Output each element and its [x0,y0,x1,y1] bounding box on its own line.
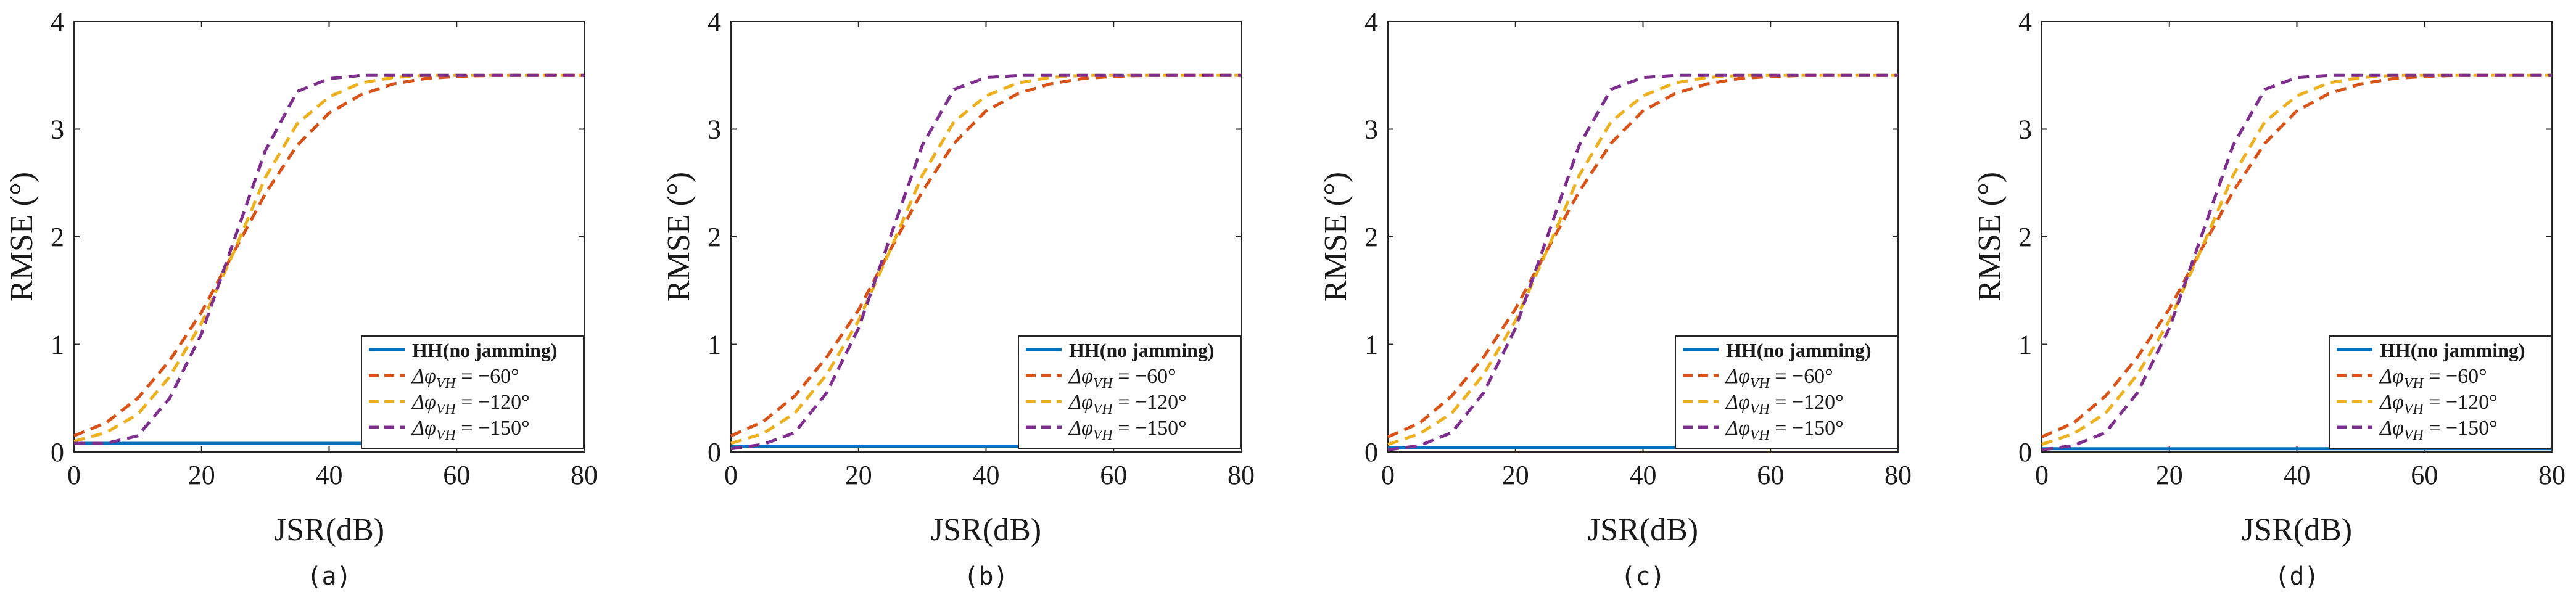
panel-1: 0 20 40 60 80 0 1 2 3 4 JSR(dB) RMSE (°) (a) HH(no ja… [4,7,598,591]
legend-box [1675,335,1898,449]
x-tick-label: 20 [845,460,872,490]
series-line-4 [2041,73,2552,451]
y-tick-label: 3 [51,115,64,145]
series-line-4 [74,73,584,445]
y-axis-label: RMSE (°) [661,172,696,302]
x-tick-label: 60 [443,460,470,490]
legend: HH(no jamming) ΔφVH = −60°ΔφVH = −120°ΔφV… [361,335,584,449]
x-tick-label: 0 [1381,460,1395,490]
x-tick-label: 80 [571,460,598,490]
y-axis-label: RMSE (°) [1972,172,2007,302]
legend-entry-label: ΔφVH = −120° [411,391,530,417]
x-tick-label: 0 [724,460,738,490]
legend-entry-label: ΔφVH = −60° [1725,365,1833,392]
x-tick-label: 60 [2411,460,2438,490]
y-tick-label: 4 [2018,7,2032,37]
y-tick-label: 0 [1364,437,1378,467]
y-tick-label: 0 [708,437,721,467]
legend-entry-label: ΔφVH = −150° [1725,417,1844,443]
y-tick-label: 3 [2018,115,2032,145]
x-tick-label: 80 [1885,460,1912,490]
panel-label: (d) [2274,562,2319,591]
legend: HH(no jamming) ΔφVH = −60°ΔφVH = −120°ΔφV… [1675,335,1898,449]
legend-entry-label: ΔφVH = −60° [411,365,519,392]
x-axis-label: JSR(dB) [1588,512,1698,548]
legend-box [2329,335,2552,449]
y-tick-label: 1 [51,330,64,360]
y-tick-label: 2 [1364,222,1378,252]
y-tick-label: 4 [1364,7,1378,37]
panel-3: 0 20 40 60 80 0 1 2 3 4 JSR(dB) RMSE (°) (c) HH(no ja… [1318,7,1912,591]
legend-entry-label: HH(no jamming) [412,339,558,361]
x-tick-label: 60 [1757,460,1784,490]
x-tick-label: 80 [2538,460,2566,490]
y-tick-label: 2 [51,222,64,252]
legend-entry-label: ΔφVH = −150° [1068,417,1187,443]
legend-entry-label: ΔφVH = −150° [411,417,530,443]
series-line-4 [1387,73,1898,451]
y-tick-label: 2 [708,222,721,252]
legend-entry-label: ΔφVH = −60° [1068,365,1176,392]
y-tick-label: 3 [708,115,721,145]
y-tick-label: 1 [1364,330,1378,360]
legend-entry-label: ΔφVH = −60° [2379,365,2487,392]
y-axis-label: RMSE (°) [4,172,39,302]
legend-entry-label: ΔφVH = −120° [2379,391,2498,417]
y-tick-label: 1 [708,330,721,360]
x-axis-label: JSR(dB) [931,512,1041,548]
x-tick-label: 0 [2035,460,2049,490]
legend-box [1018,335,1241,449]
x-tick-label: 40 [1630,460,1657,490]
panel-label: (a) [307,562,351,591]
y-tick-label: 1 [2018,330,2032,360]
x-tick-label: 20 [2156,460,2183,490]
x-tick-label: 0 [67,460,81,490]
legend: HH(no jamming) ΔφVH = −60°ΔφVH = −120°ΔφV… [1018,335,1241,449]
x-tick-label: 40 [316,460,343,490]
panel-2: 0 20 40 60 80 0 1 2 3 4 JSR(dB) RMSE (°) (b) HH(no ja… [661,7,1255,591]
x-tick-label: 20 [1502,460,1529,490]
legend-entry-label: ΔφVH = −150° [2379,417,2498,443]
legend-entry-label: ΔφVH = −120° [1725,391,1844,417]
y-axis-label: RMSE (°) [1318,172,1353,302]
x-tick-label: 60 [1100,460,1127,490]
legend-entry-label: HH(no jamming) [2380,339,2525,361]
y-tick-label: 3 [1364,115,1378,145]
y-tick-label: 4 [708,7,721,37]
y-tick-label: 4 [51,7,64,37]
y-tick-label: 0 [2018,437,2032,467]
legend-entry-label: ΔφVH = −120° [1068,391,1187,417]
x-tick-label: 40 [2284,460,2311,490]
panel-label: (c) [1620,562,1665,591]
y-tick-label: 0 [51,437,64,467]
x-tick-label: 40 [973,460,1000,490]
panel-label: (b) [964,562,1008,591]
panel-4: 0 20 40 60 80 0 1 2 3 4 JSR(dB) RMSE (°) (d) HH(no ja… [1972,7,2566,591]
x-tick-label: 20 [188,460,215,490]
legend-box [361,335,584,449]
x-tick-label: 80 [1228,460,1255,490]
legend-entry-label: HH(no jamming) [1726,339,1872,361]
series-line-4 [730,73,1241,451]
legend-entry-label: HH(no jamming) [1069,339,1215,361]
x-axis-label: JSR(dB) [2242,512,2352,548]
legend: HH(no jamming) ΔφVH = −60°ΔφVH = −120°ΔφV… [2329,335,2552,449]
y-tick-label: 2 [2018,222,2032,252]
x-axis-label: JSR(dB) [274,512,384,548]
